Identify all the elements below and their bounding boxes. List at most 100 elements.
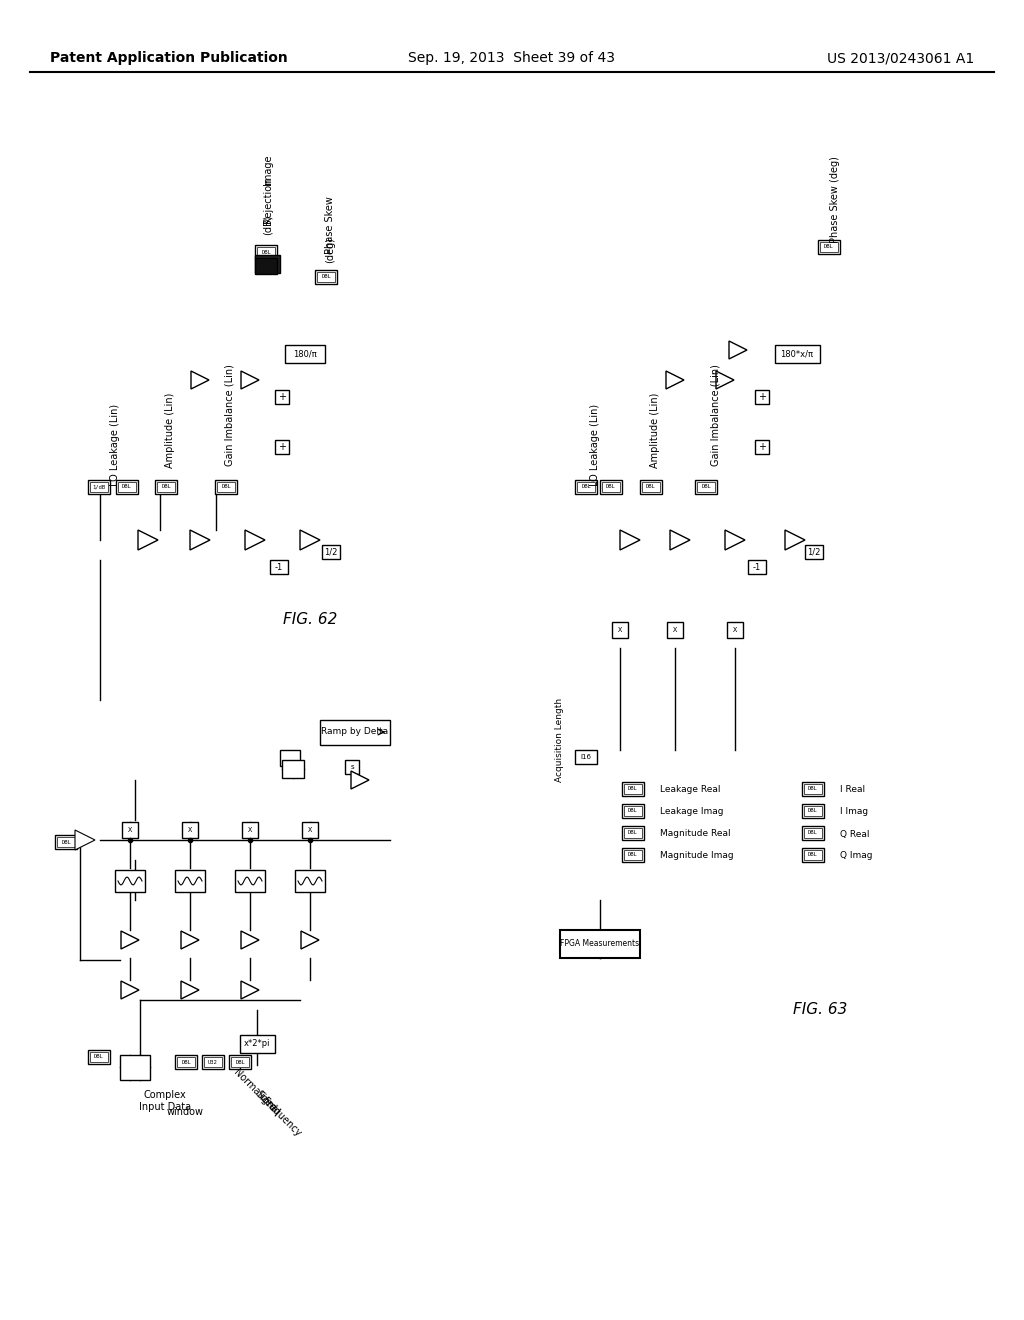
Text: DBL: DBL [628, 853, 638, 858]
Bar [270, 560, 288, 574]
Bar [802, 826, 824, 840]
Text: -1: -1 [274, 562, 283, 572]
Bar [315, 271, 337, 284]
Bar [802, 781, 824, 796]
Text: FPGA Measurements: FPGA Measurements [560, 940, 640, 949]
Text: -1: -1 [753, 562, 761, 572]
Bar [202, 1055, 224, 1069]
Text: Leakage Real: Leakage Real [660, 785, 721, 795]
Bar [804, 784, 822, 795]
Bar [257, 247, 275, 257]
Polygon shape [670, 531, 690, 550]
Bar [805, 545, 823, 558]
Bar [282, 760, 304, 777]
Text: DBL: DBL [122, 484, 132, 490]
Text: FIG. 63: FIG. 63 [793, 1002, 847, 1018]
Text: X: X [308, 828, 312, 833]
Bar [622, 781, 644, 796]
Bar [234, 870, 265, 892]
Text: Amplitude (Lin): Amplitude (Lin) [165, 392, 175, 467]
Bar [295, 870, 325, 892]
Polygon shape [245, 531, 265, 550]
Polygon shape [121, 931, 139, 949]
Text: Q Imag: Q Imag [840, 851, 872, 861]
Text: +: + [758, 392, 766, 403]
Text: DBL: DBL [701, 484, 711, 490]
Text: I Real: I Real [840, 785, 865, 795]
Bar [57, 837, 75, 847]
Text: DBL: DBL [808, 853, 818, 858]
Bar [818, 240, 840, 253]
Bar [560, 931, 640, 958]
Polygon shape [666, 371, 684, 389]
Bar [612, 622, 628, 638]
Text: Rejection: Rejection [263, 177, 273, 223]
Text: Image: Image [263, 154, 273, 185]
Polygon shape [181, 931, 199, 949]
Bar [175, 870, 205, 892]
Bar [624, 807, 642, 816]
Text: x*2*pi: x*2*pi [244, 1040, 270, 1048]
Bar [122, 822, 138, 838]
Text: +: + [758, 442, 766, 451]
Polygon shape [620, 531, 640, 550]
Polygon shape [241, 981, 259, 999]
Bar [600, 480, 622, 494]
Bar [90, 482, 108, 492]
Text: Complex: Complex [143, 1090, 186, 1100]
Text: DBL: DBL [824, 244, 834, 249]
Polygon shape [75, 830, 95, 850]
Text: Phase Skew (deg): Phase Skew (deg) [830, 157, 840, 243]
Bar [229, 1055, 251, 1069]
Bar [317, 272, 335, 282]
Bar [624, 850, 642, 861]
Text: DBL: DBL [181, 1060, 190, 1064]
Text: Patent Application Publication: Patent Application Publication [50, 51, 288, 65]
Text: Gain Imbalance (Lin): Gain Imbalance (Lin) [710, 364, 720, 466]
Bar [242, 822, 258, 838]
Bar [804, 807, 822, 816]
Text: DBL: DBL [808, 830, 818, 836]
Bar [118, 482, 136, 492]
Bar [116, 480, 138, 494]
Bar [622, 826, 644, 840]
Bar [275, 440, 289, 454]
Bar [804, 850, 822, 861]
Bar [319, 719, 390, 744]
Text: DBL: DBL [628, 830, 638, 836]
Bar [622, 804, 644, 818]
Text: +: + [278, 442, 286, 451]
Text: Ramp by Delta: Ramp by Delta [322, 727, 388, 737]
Text: X: X [128, 828, 132, 833]
Text: X: X [248, 828, 252, 833]
Text: DBL: DBL [322, 275, 331, 280]
Text: 1/2: 1/2 [325, 548, 338, 557]
Polygon shape [241, 931, 259, 949]
Text: LO Leakage (Lin): LO Leakage (Lin) [590, 404, 600, 486]
Bar [622, 847, 644, 862]
Polygon shape [181, 981, 199, 999]
Bar [215, 480, 237, 494]
Bar [120, 1055, 150, 1080]
Polygon shape [725, 531, 745, 550]
Bar [755, 440, 769, 454]
Text: Normalized: Normalized [231, 1067, 279, 1113]
Text: DBL: DBL [61, 840, 71, 845]
Bar [695, 480, 717, 494]
Text: X: X [187, 828, 193, 833]
Polygon shape [716, 371, 734, 389]
Bar [177, 1057, 195, 1067]
Bar [748, 560, 766, 574]
Text: Phase Skew: Phase Skew [325, 197, 335, 253]
Text: X: X [617, 627, 623, 634]
Text: DBL: DBL [236, 1060, 245, 1064]
Bar [231, 1057, 249, 1067]
Text: (dB): (dB) [263, 215, 273, 235]
Bar [642, 482, 660, 492]
Text: X: X [673, 627, 677, 634]
Text: Input Data: Input Data [139, 1102, 191, 1111]
Polygon shape [729, 341, 746, 359]
Bar [255, 257, 278, 275]
Text: DBL: DBL [606, 484, 615, 490]
Text: DBL: DBL [582, 484, 591, 490]
